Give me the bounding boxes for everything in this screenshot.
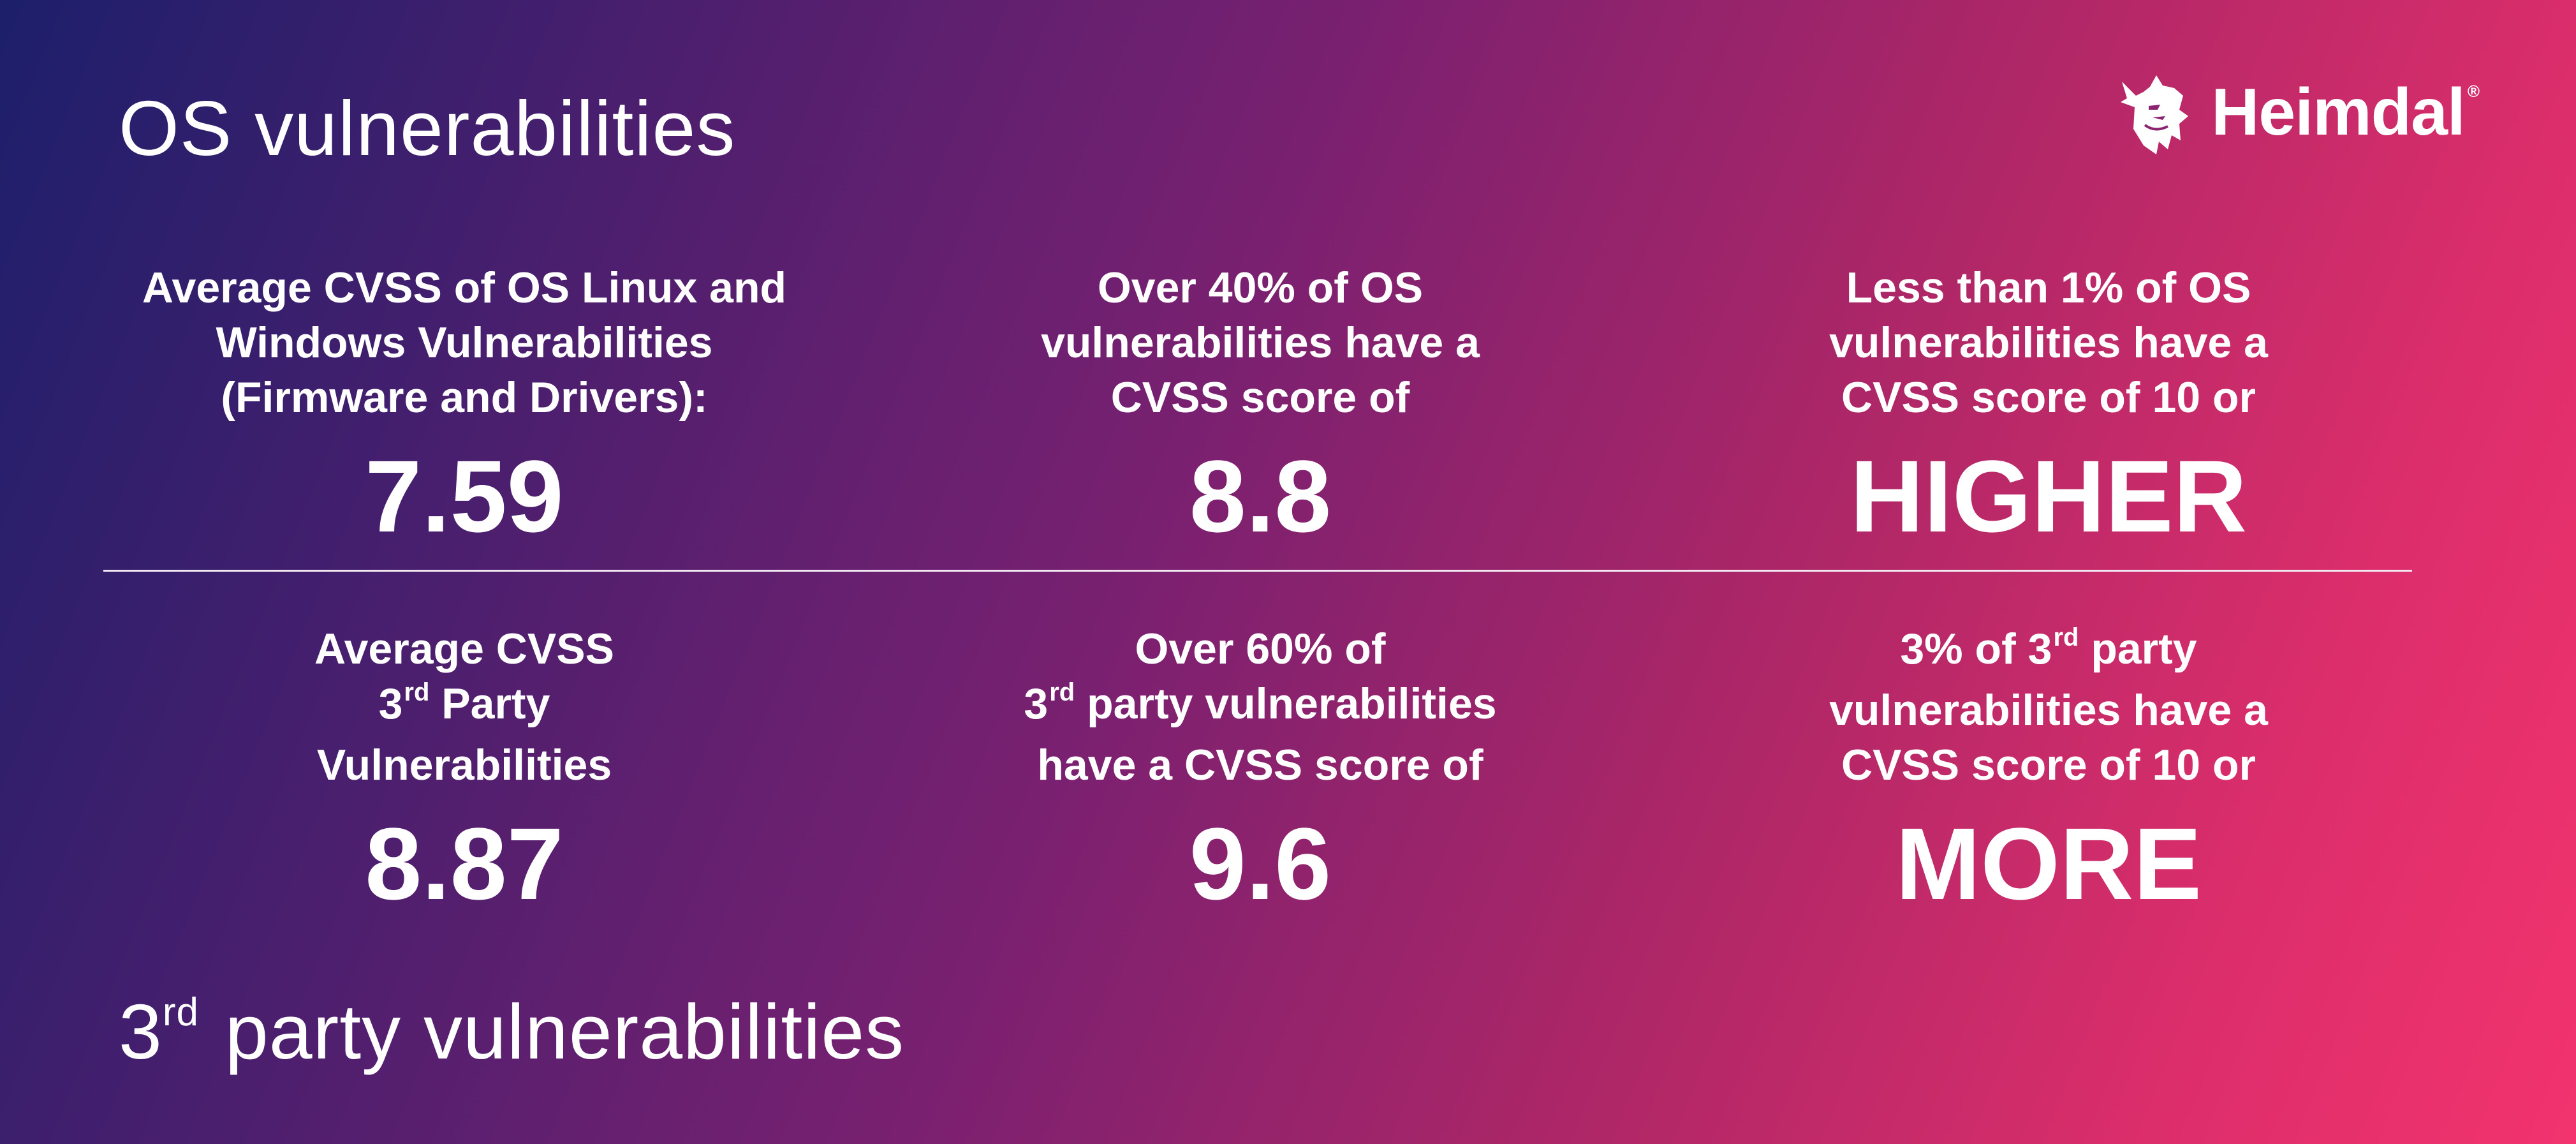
stat-line-prefix: 3% of 3 [1900,625,2052,673]
stat-line-rest: party [2079,625,2197,673]
stat-value: 8.87 [365,806,564,921]
stat-description: Over 40% of OS vulnerabilities have a CV… [878,260,1643,425]
stat-line: CVSS score of 10 or [1841,373,2256,422]
registered-mark: ® [2467,82,2480,101]
ordinal-suffix: rd [2053,623,2079,651]
stat-value: 9.6 [1189,806,1332,921]
os-stat-less-than-1-percent: Less than 1% of OS vulnerabilities have … [1666,260,2431,547]
stat-line: Vulnerabilities [316,741,612,789]
stat-description: Over 60% of 3rd party vulnerabilities ha… [878,621,1643,792]
stat-line: Average CVSS [314,625,614,673]
logo-wordmark: Heimdal ® [2211,79,2480,145]
stat-line: vulnerabilities have a [1041,318,1480,367]
ordinal-suffix: rd [1049,678,1075,706]
stat-value: MORE [1895,806,2202,921]
stat-description: Average CVSS of OS Linux and Windows Vul… [82,260,847,425]
stat-line: Over 60% of [1135,625,1386,673]
os-stat-over-40-percent: Over 40% of OS vulnerabilities have a CV… [878,260,1643,547]
stat-value: 8.8 [1189,439,1332,553]
stat-line: CVSS score of [1110,373,1410,422]
section-title-prefix: 3 [119,988,163,1075]
stat-line: 3rd party vulnerabilities [878,676,1643,738]
third-party-section-title: 3rd party vulnerabilities [119,993,904,1071]
stat-line: vulnerabilities have a [1829,686,2268,734]
stat-line-rest: Party [429,680,550,728]
heimdal-logo: Heimdal ® [2118,70,2480,154]
stat-line: vulnerabilities have a [1829,318,2268,367]
section-title-rest: party vulnerabilities [203,988,905,1075]
ordinal-suffix: rd [162,990,199,1034]
stat-line: Windows Vulnerabilities [216,318,713,367]
stat-value: 7.59 [365,439,564,553]
third-party-stat-average-cvss: Average CVSS 3rd Party Vulnerabilities 8… [82,621,847,915]
stat-line: 3% of 3rd party [1666,621,2431,683]
stat-line: Less than 1% of OS [1846,264,2251,312]
section-divider [103,570,2412,572]
stat-description: Average CVSS 3rd Party Vulnerabilities [82,621,847,792]
stat-line: Average CVSS of OS Linux and [142,264,787,312]
stat-line: CVSS score of 10 or [1841,741,2256,789]
third-party-stat-over-60-percent: Over 60% of 3rd party vulnerabilities ha… [878,621,1643,915]
stat-line-rest: party vulnerabilities [1075,680,1497,728]
stat-line-prefix: 3 [378,680,403,728]
stat-line: 3rd Party [82,676,847,738]
os-stat-average-cvss: Average CVSS of OS Linux and Windows Vul… [82,260,847,547]
os-section-title: OS vulnerabilities [119,85,736,172]
stat-description: Less than 1% of OS vulnerabilities have … [1666,260,2431,425]
third-party-stat-3-percent: 3% of 3rd party vulnerabilities have a C… [1666,621,2431,915]
viking-head-icon [2121,75,2189,154]
stat-line: Over 40% of OS [1097,264,1424,312]
ordinal-suffix: rd [404,678,430,706]
logo-text: Heimdal [2211,75,2466,149]
stat-line-prefix: 3 [1024,680,1049,728]
stat-line: (Firmware and Drivers): [221,373,708,422]
stat-description: 3% of 3rd party vulnerabilities have a C… [1666,621,2431,792]
stat-line: have a CVSS score of [1037,741,1483,789]
stat-value: HIGHER [1850,439,2248,553]
